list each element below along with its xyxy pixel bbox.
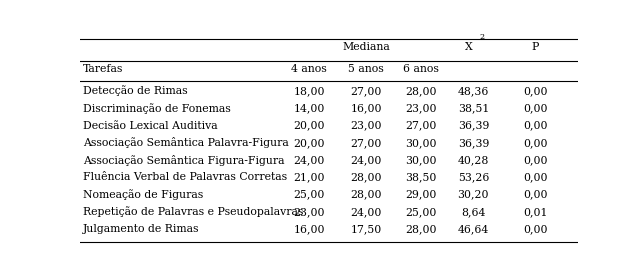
Text: 46,64: 46,64 xyxy=(458,224,489,234)
Text: 23,00: 23,00 xyxy=(405,103,437,113)
Text: 27,00: 27,00 xyxy=(351,138,382,148)
Text: 40,28: 40,28 xyxy=(458,155,489,165)
Text: Fluência Verbal de Palavras Corretas: Fluência Verbal de Palavras Corretas xyxy=(83,172,287,182)
Text: 0,00: 0,00 xyxy=(523,121,548,130)
Text: Nomeação de Figuras: Nomeação de Figuras xyxy=(83,189,203,200)
Text: Mediana: Mediana xyxy=(342,42,390,52)
Text: Associação Semântica Figura-Figura: Associação Semântica Figura-Figura xyxy=(83,155,284,165)
Text: 16,00: 16,00 xyxy=(351,103,382,113)
Text: 36,39: 36,39 xyxy=(458,121,489,130)
Text: 30,20: 30,20 xyxy=(458,190,489,200)
Text: 5 anos: 5 anos xyxy=(349,64,384,74)
Text: 30,00: 30,00 xyxy=(405,155,437,165)
Text: Julgamento de Rimas: Julgamento de Rimas xyxy=(83,224,199,234)
Text: 28,00: 28,00 xyxy=(351,172,382,182)
Text: 0,00: 0,00 xyxy=(523,190,548,200)
Text: 0,00: 0,00 xyxy=(523,224,548,234)
Text: 0,00: 0,00 xyxy=(523,138,548,148)
Text: Repetição de Palavras e Pseudopalavras: Repetição de Palavras e Pseudopalavras xyxy=(83,207,303,218)
Text: 25,00: 25,00 xyxy=(293,190,325,200)
Text: Tarefas: Tarefas xyxy=(83,64,123,74)
Text: 36,39: 36,39 xyxy=(458,138,489,148)
Text: 24,00: 24,00 xyxy=(351,207,382,217)
Text: 0,00: 0,00 xyxy=(523,172,548,182)
Text: 53,26: 53,26 xyxy=(458,172,489,182)
Text: 24,00: 24,00 xyxy=(351,155,382,165)
Text: 0,00: 0,00 xyxy=(523,86,548,96)
Text: 0,00: 0,00 xyxy=(523,155,548,165)
Text: 28,00: 28,00 xyxy=(405,224,437,234)
Text: 28,00: 28,00 xyxy=(351,190,382,200)
Text: 29,00: 29,00 xyxy=(405,190,437,200)
Text: 20,00: 20,00 xyxy=(293,138,325,148)
Text: 17,50: 17,50 xyxy=(351,224,382,234)
Text: 0,01: 0,01 xyxy=(523,207,548,217)
Text: 18,00: 18,00 xyxy=(293,86,325,96)
Text: 28,00: 28,00 xyxy=(405,86,437,96)
Text: 25,00: 25,00 xyxy=(405,207,437,217)
Text: Decisão Lexical Auditiva: Decisão Lexical Auditiva xyxy=(83,121,218,130)
Text: 27,00: 27,00 xyxy=(405,121,437,130)
Text: 14,00: 14,00 xyxy=(293,103,325,113)
Text: 0,00: 0,00 xyxy=(523,103,548,113)
Text: 24,00: 24,00 xyxy=(293,155,325,165)
Text: 30,00: 30,00 xyxy=(405,138,437,148)
Text: 8,64: 8,64 xyxy=(461,207,485,217)
Text: 38,51: 38,51 xyxy=(458,103,489,113)
Text: P: P xyxy=(532,42,539,52)
Text: 2: 2 xyxy=(480,33,485,41)
Text: Discriminação de Fonemas: Discriminação de Fonemas xyxy=(83,103,230,114)
Text: 21,00: 21,00 xyxy=(293,172,325,182)
Text: 38,50: 38,50 xyxy=(405,172,437,182)
Text: 23,00: 23,00 xyxy=(351,121,382,130)
Text: 16,00: 16,00 xyxy=(293,224,325,234)
Text: 23,00: 23,00 xyxy=(293,207,325,217)
Text: Associação Semântica Palavra-Figura: Associação Semântica Palavra-Figura xyxy=(83,137,288,148)
Text: X: X xyxy=(464,42,473,52)
Text: 6 anos: 6 anos xyxy=(403,64,439,74)
Text: 48,36: 48,36 xyxy=(458,86,489,96)
Text: 27,00: 27,00 xyxy=(351,86,382,96)
Text: Detecção de Rimas: Detecção de Rimas xyxy=(83,85,187,96)
Text: 20,00: 20,00 xyxy=(293,121,325,130)
Text: 4 anos: 4 anos xyxy=(291,64,327,74)
